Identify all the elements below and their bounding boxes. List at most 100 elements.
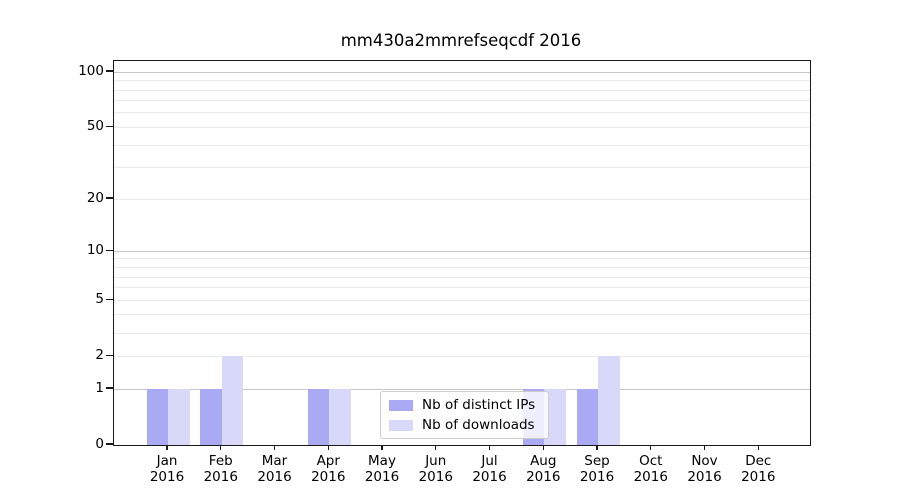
- year-label: 2016: [257, 469, 292, 485]
- gridlines-layer: [114, 61, 810, 445]
- y-tick-label: 0: [95, 436, 104, 452]
- y-tick-label: 5: [95, 291, 104, 308]
- year-label: 2016: [741, 469, 776, 485]
- year-label: 2016: [418, 469, 453, 485]
- minor-gridline: [114, 355, 810, 357]
- x-tick-mark: [650, 445, 652, 450]
- month-label: May: [368, 453, 396, 469]
- minor-gridline: [114, 299, 810, 301]
- minor-gridline: [114, 144, 810, 146]
- x-tick-label-may: May 2016: [350, 453, 414, 485]
- x-tick-label-apr: Apr 2016: [296, 453, 360, 485]
- bar-nb-of-downloads-jan: [168, 389, 190, 445]
- x-tick-mark: [435, 445, 437, 450]
- month-label: Aug: [530, 453, 557, 469]
- legend-swatch-distinct-ips-icon: [389, 399, 413, 411]
- month-label: Jun: [425, 453, 447, 469]
- y-tick-label: 1: [95, 380, 104, 396]
- minor-gridline: [114, 314, 810, 316]
- legend-item-distinct-ips: Nb of distinct IPs: [389, 397, 548, 413]
- minor-gridline: [114, 276, 810, 278]
- y-tick-label: 20: [86, 190, 104, 207]
- x-tick-label-jan: Jan 2016: [135, 453, 199, 485]
- year-label: 2016: [526, 469, 561, 485]
- y-tick-mark: [106, 249, 113, 251]
- legend: Nb of distinct IPs Nb of downloads: [380, 391, 549, 439]
- x-tick-label-jul: Jul 2016: [458, 453, 522, 485]
- minor-gridline: [114, 267, 810, 268]
- minor-gridline: [114, 89, 810, 91]
- year-label: 2016: [579, 469, 615, 485]
- minor-gridline: [114, 332, 810, 334]
- plot-area: Nb of distinct IPs Nb of downloads: [113, 60, 811, 446]
- y-tick-mark: [106, 443, 113, 445]
- bar-nb-of-distinct-ips-jan: [146, 389, 168, 445]
- legend-label-downloads: Nb of downloads: [422, 417, 535, 433]
- y-tick-label: 2: [95, 347, 104, 364]
- x-tick-label-mar: Mar 2016: [243, 453, 307, 485]
- bar-nb-of-distinct-ips-feb: [200, 389, 222, 445]
- x-tick-mark: [596, 445, 598, 450]
- x-tick-label-nov: Nov 2016: [673, 453, 737, 485]
- chart-title: mm430a2mmrefseqcdf 2016: [340, 31, 582, 50]
- x-tick-mark: [327, 445, 329, 450]
- minor-gridline: [114, 80, 810, 82]
- y-tick-mark: [106, 387, 113, 389]
- y-tick-mark: [106, 70, 113, 72]
- legend-item-downloads: Nb of downloads: [389, 417, 548, 433]
- legend-label-distinct-ips: Nb of distinct IPs: [422, 397, 536, 413]
- x-tick-mark: [273, 445, 276, 450]
- year-label: 2016: [633, 469, 668, 485]
- year-label: 2016: [311, 469, 346, 485]
- bar-nb-of-downloads-apr: [329, 389, 351, 445]
- x-tick-mark: [703, 445, 706, 450]
- bar-nb-of-downloads-feb: [221, 356, 244, 445]
- y-tick-label: 100: [78, 63, 104, 80]
- month-label: Nov: [691, 453, 718, 469]
- y-tick-mark: [106, 125, 113, 128]
- month-label: Sep: [584, 453, 610, 469]
- x-tick-mark: [542, 445, 544, 450]
- month-label: Jan: [156, 453, 178, 469]
- bar-nb-of-downloads-sep: [598, 356, 620, 445]
- x-tick-label-feb: Feb 2016: [189, 453, 253, 485]
- year-label: 2016: [203, 469, 238, 485]
- year-label: 2016: [364, 469, 400, 485]
- y-tick-label: 50: [86, 118, 104, 135]
- y-tick-label: 10: [86, 242, 104, 259]
- month-label: Apr: [316, 453, 340, 469]
- x-tick-mark: [381, 445, 383, 450]
- y-tick-mark: [106, 298, 113, 300]
- y-tick-mark: [106, 197, 113, 199]
- x-tick-label-sep: Sep 2016: [565, 453, 629, 485]
- x-tick-mark: [757, 445, 759, 450]
- month-label: Oct: [639, 453, 663, 469]
- minor-gridline: [114, 100, 810, 102]
- major-gridline: [114, 71, 810, 73]
- bar-nb-of-distinct-ips-sep: [576, 389, 598, 445]
- x-tick-mark: [488, 445, 491, 450]
- x-tick-mark: [220, 445, 222, 450]
- minor-gridline: [114, 258, 810, 260]
- bar-nb-of-downloads-aug: [544, 389, 566, 445]
- month-label: Feb: [208, 453, 233, 469]
- month-label: Dec: [745, 453, 772, 469]
- year-label: 2016: [687, 469, 722, 485]
- minor-gridline: [114, 112, 810, 114]
- major-gridline: [114, 250, 810, 252]
- month-label: Mar: [261, 453, 288, 469]
- month-label: Jul: [481, 453, 498, 469]
- y-tick-mark: [106, 354, 113, 356]
- bars-layer: [114, 61, 810, 445]
- x-tick-label-jun: Jun 2016: [404, 453, 468, 485]
- x-tick-label-dec: Dec 2016: [726, 453, 790, 485]
- x-tick-label-oct: Oct 2016: [619, 453, 683, 485]
- x-tick-label-aug: Aug 2016: [511, 453, 575, 485]
- minor-gridline: [114, 167, 810, 169]
- year-label: 2016: [472, 469, 507, 485]
- minor-gridline: [114, 198, 810, 200]
- bar-nb-of-distinct-ips-apr: [307, 389, 330, 445]
- x-tick-mark: [166, 445, 168, 450]
- major-gridline: [114, 388, 810, 390]
